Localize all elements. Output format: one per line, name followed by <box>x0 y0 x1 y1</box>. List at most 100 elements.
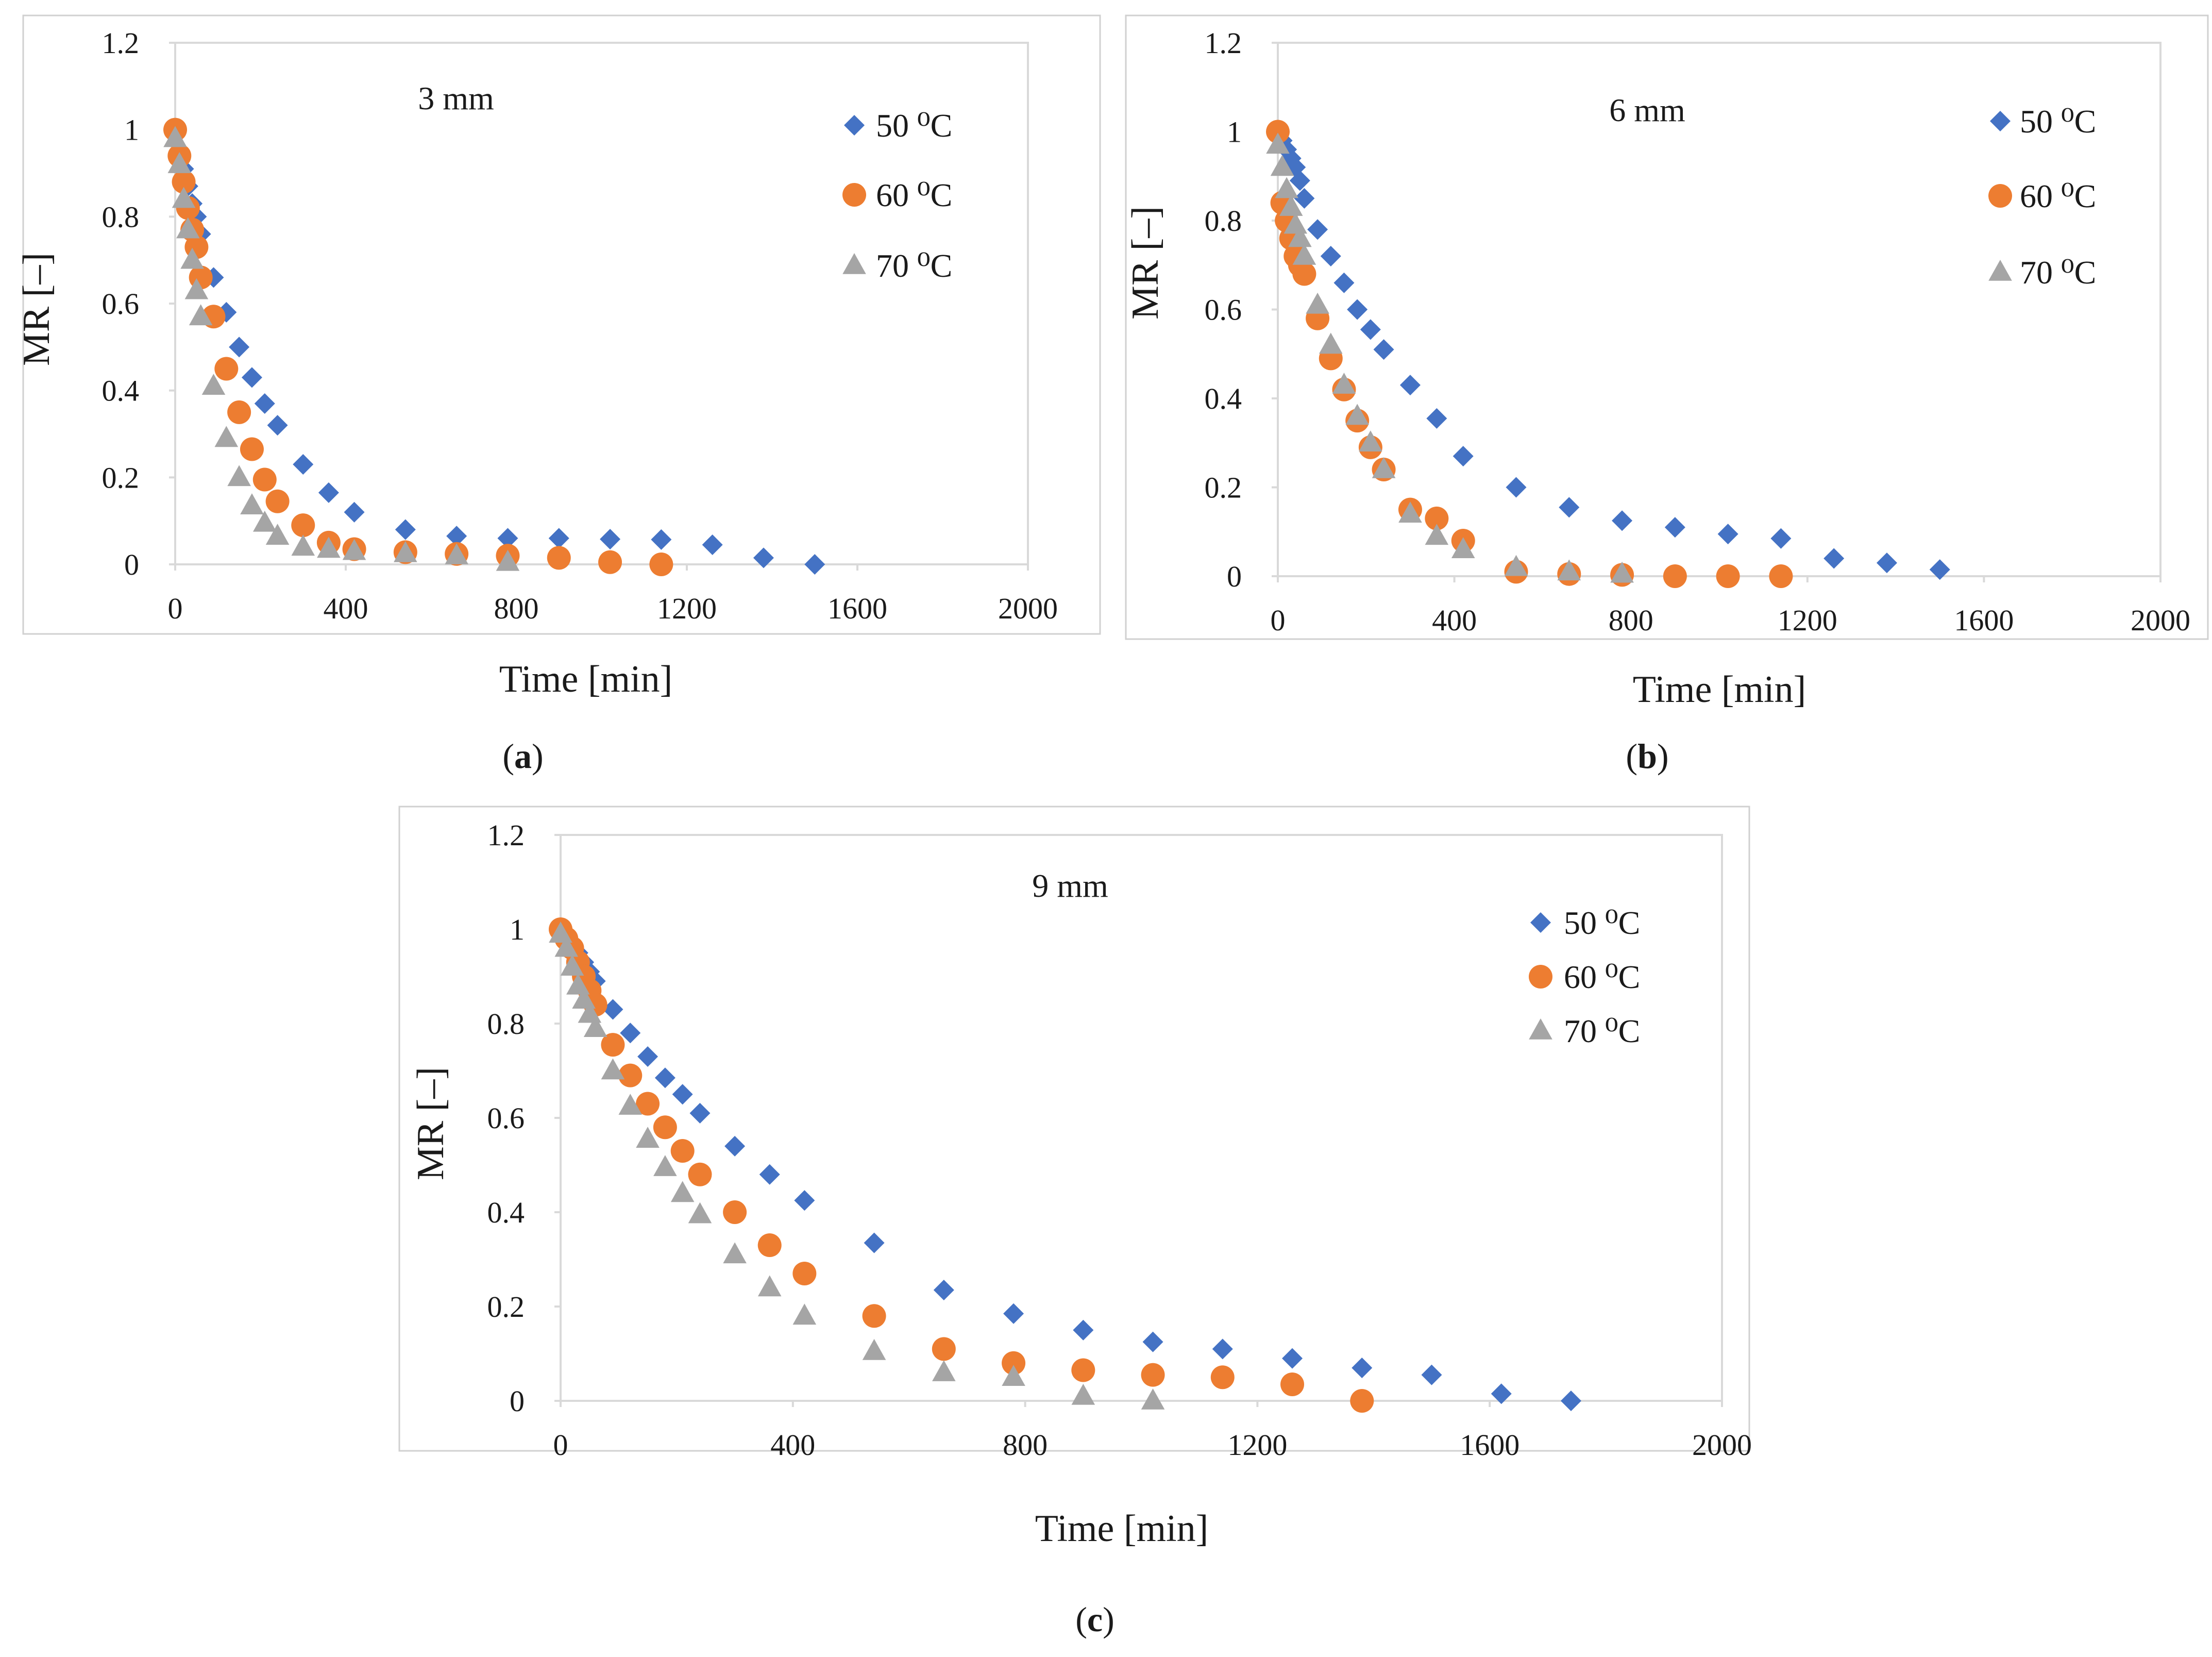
chart-c-x-tick-label: 2000 <box>1692 1428 1752 1462</box>
chart-a-y-tick-label: 1.2 <box>102 26 140 60</box>
chart-c-point-60C <box>1280 1372 1305 1396</box>
chart-c-point-60C <box>792 1261 817 1285</box>
chart-a-series-70C <box>163 126 520 571</box>
chart-a-chart-frame <box>22 14 1101 635</box>
chart-c-point-60C <box>618 1063 643 1087</box>
chart-c-point-60C <box>1002 1351 1026 1375</box>
chart-a-legend-marker-50C <box>844 115 865 136</box>
chart-b-point-70C <box>1270 155 1294 176</box>
chart-b-legend-label-50C: 50 ⁰C <box>2020 103 2096 140</box>
chart-b-point-50C <box>1876 553 1897 574</box>
chart-b-x-tick-label: 400 <box>1432 604 1477 637</box>
chart-a-point-50C <box>497 528 518 549</box>
chart-b-point-50C <box>1289 170 1310 191</box>
chart-b-point-50C <box>1717 524 1738 545</box>
chart-b-legend-marker-50C <box>1990 111 2011 131</box>
chart-a-point-60C <box>598 550 622 574</box>
chart-b-point-60C <box>1425 506 1449 530</box>
chart-c-point-60C <box>932 1337 956 1361</box>
chart-a-point-70C <box>167 152 192 173</box>
chart-a-x-tick-label: 0 <box>168 592 183 625</box>
chart-c-point-70C <box>792 1303 817 1325</box>
chart-b-y-tick-label: 0.8 <box>1205 204 1242 238</box>
chart-c-legend-label-60C: 60 ⁰C <box>1564 959 1640 995</box>
chart-c-y-tick-label: 1 <box>510 913 525 946</box>
chart-b-point-50C <box>1333 272 1355 293</box>
chart-a-point-50C <box>446 526 467 547</box>
chart-c-point-60C <box>688 1162 712 1186</box>
chart-c-point-70C <box>1141 1388 1165 1410</box>
chart-a-y-tick-label: 1 <box>124 113 139 147</box>
chart-b-point-60C <box>1769 564 1793 588</box>
chart-c-point-70C <box>757 1275 782 1297</box>
chart-b-x-axis-title: Time [min] <box>1633 668 1806 711</box>
chart-c-point-70C <box>670 1181 695 1202</box>
chart-b-y-tick-label: 1 <box>1227 115 1242 149</box>
chart-c-x-tick-label: 800 <box>1003 1428 1048 1462</box>
chart-b-point-70C <box>1279 195 1303 216</box>
chart-c-point-50C <box>672 1084 693 1105</box>
chart-c-point-50C <box>689 1102 711 1124</box>
chart-a-point-50C <box>318 482 339 503</box>
chart-c-point-50C <box>620 1023 641 1044</box>
chart-a-y-tick-label: 0.6 <box>102 287 140 321</box>
chart-b-point-50C <box>1664 517 1685 538</box>
chart-a-point-60C <box>252 467 277 492</box>
chart-a-point-50C <box>229 337 250 358</box>
chart-c-9mm: 0 0.2 0.4 0.6 0.8 1 1.2 0 400 800 1200 1600 2000 Time… <box>398 806 1752 1639</box>
chart-c-point-70C <box>636 1127 660 1148</box>
chart-c-point-70C <box>932 1360 956 1381</box>
chart-c-point-50C <box>724 1135 746 1157</box>
chart-c-point-70C <box>601 1058 625 1080</box>
chart-b-point-70C <box>1266 132 1290 154</box>
chart-a-point-60C <box>547 546 571 570</box>
chart-b-x-tick-label: 1600 <box>1954 604 2014 637</box>
chart-b-point-70C <box>1504 555 1528 576</box>
chart-b-point-50C <box>1399 375 1421 396</box>
chart-c-chart-frame <box>398 806 1750 1452</box>
chart-a-y-tick-label: 0 <box>124 548 139 581</box>
chart-b-y-axis-title: MR [–] <box>1124 206 1167 320</box>
chart-c-point-70C <box>554 935 579 957</box>
chart-b-point-50C <box>1929 559 1950 580</box>
chart-b-series-70C <box>1266 132 1634 583</box>
chart-a-point-50C <box>702 534 723 556</box>
chart-a-point-70C <box>445 543 468 564</box>
chart-a-point-50C <box>548 528 569 549</box>
chart-b-point-50C <box>1559 497 1580 518</box>
chart-a-point-70C <box>180 247 204 269</box>
chart-c-series-70C <box>549 922 1165 1410</box>
chart-b-point-70C <box>1332 373 1356 394</box>
chart-a-point-70C <box>240 493 264 514</box>
chart-c-point-60C <box>1350 1389 1374 1413</box>
chart-b-point-50C <box>1453 446 1474 467</box>
chart-a-point-50C <box>241 367 262 388</box>
chart-a-x-tick-label: 1600 <box>828 592 887 625</box>
chart-c-legend-marker-60C <box>1529 965 1552 989</box>
chart-b-point-50C <box>1823 548 1845 569</box>
chart-a-legend-label-70C: 70 ⁰C <box>876 247 952 284</box>
chart-b-x-tick-label: 0 <box>1271 604 1286 637</box>
chart-a-point-60C <box>214 357 239 381</box>
chart-c-x-axis-title: Time [min] <box>1035 1508 1208 1550</box>
chart-b-point-70C <box>1359 430 1382 452</box>
chart-b-point-70C <box>1451 537 1475 559</box>
chart-b-point-60C <box>1716 564 1740 588</box>
chart-c-x-tick-label: 400 <box>770 1428 815 1462</box>
chart-c-point-50C <box>1491 1383 1512 1404</box>
chart-b-x-tick-label: 2000 <box>2131 604 2190 637</box>
chart-c-point-70C <box>1071 1383 1095 1405</box>
chart-c-caption: (c) <box>1075 1600 1115 1639</box>
chart-a-caption: (a) <box>502 737 543 776</box>
chart-c-x-tick-label: 1200 <box>1227 1428 1287 1462</box>
chart-a-point-70C <box>265 524 290 545</box>
chart-a-point-60C <box>649 553 673 576</box>
chart-a-point-70C <box>189 304 213 326</box>
chart-b-point-50C <box>1506 477 1527 498</box>
chart-b-y-tick-label: 0.4 <box>1205 382 1242 415</box>
chart-c-point-70C <box>583 1016 607 1037</box>
chart-a-point-50C <box>344 501 365 523</box>
chart-b-point-50C <box>1770 528 1792 549</box>
chart-c-point-50C <box>637 1046 658 1067</box>
chart-a-point-50C <box>293 454 314 475</box>
